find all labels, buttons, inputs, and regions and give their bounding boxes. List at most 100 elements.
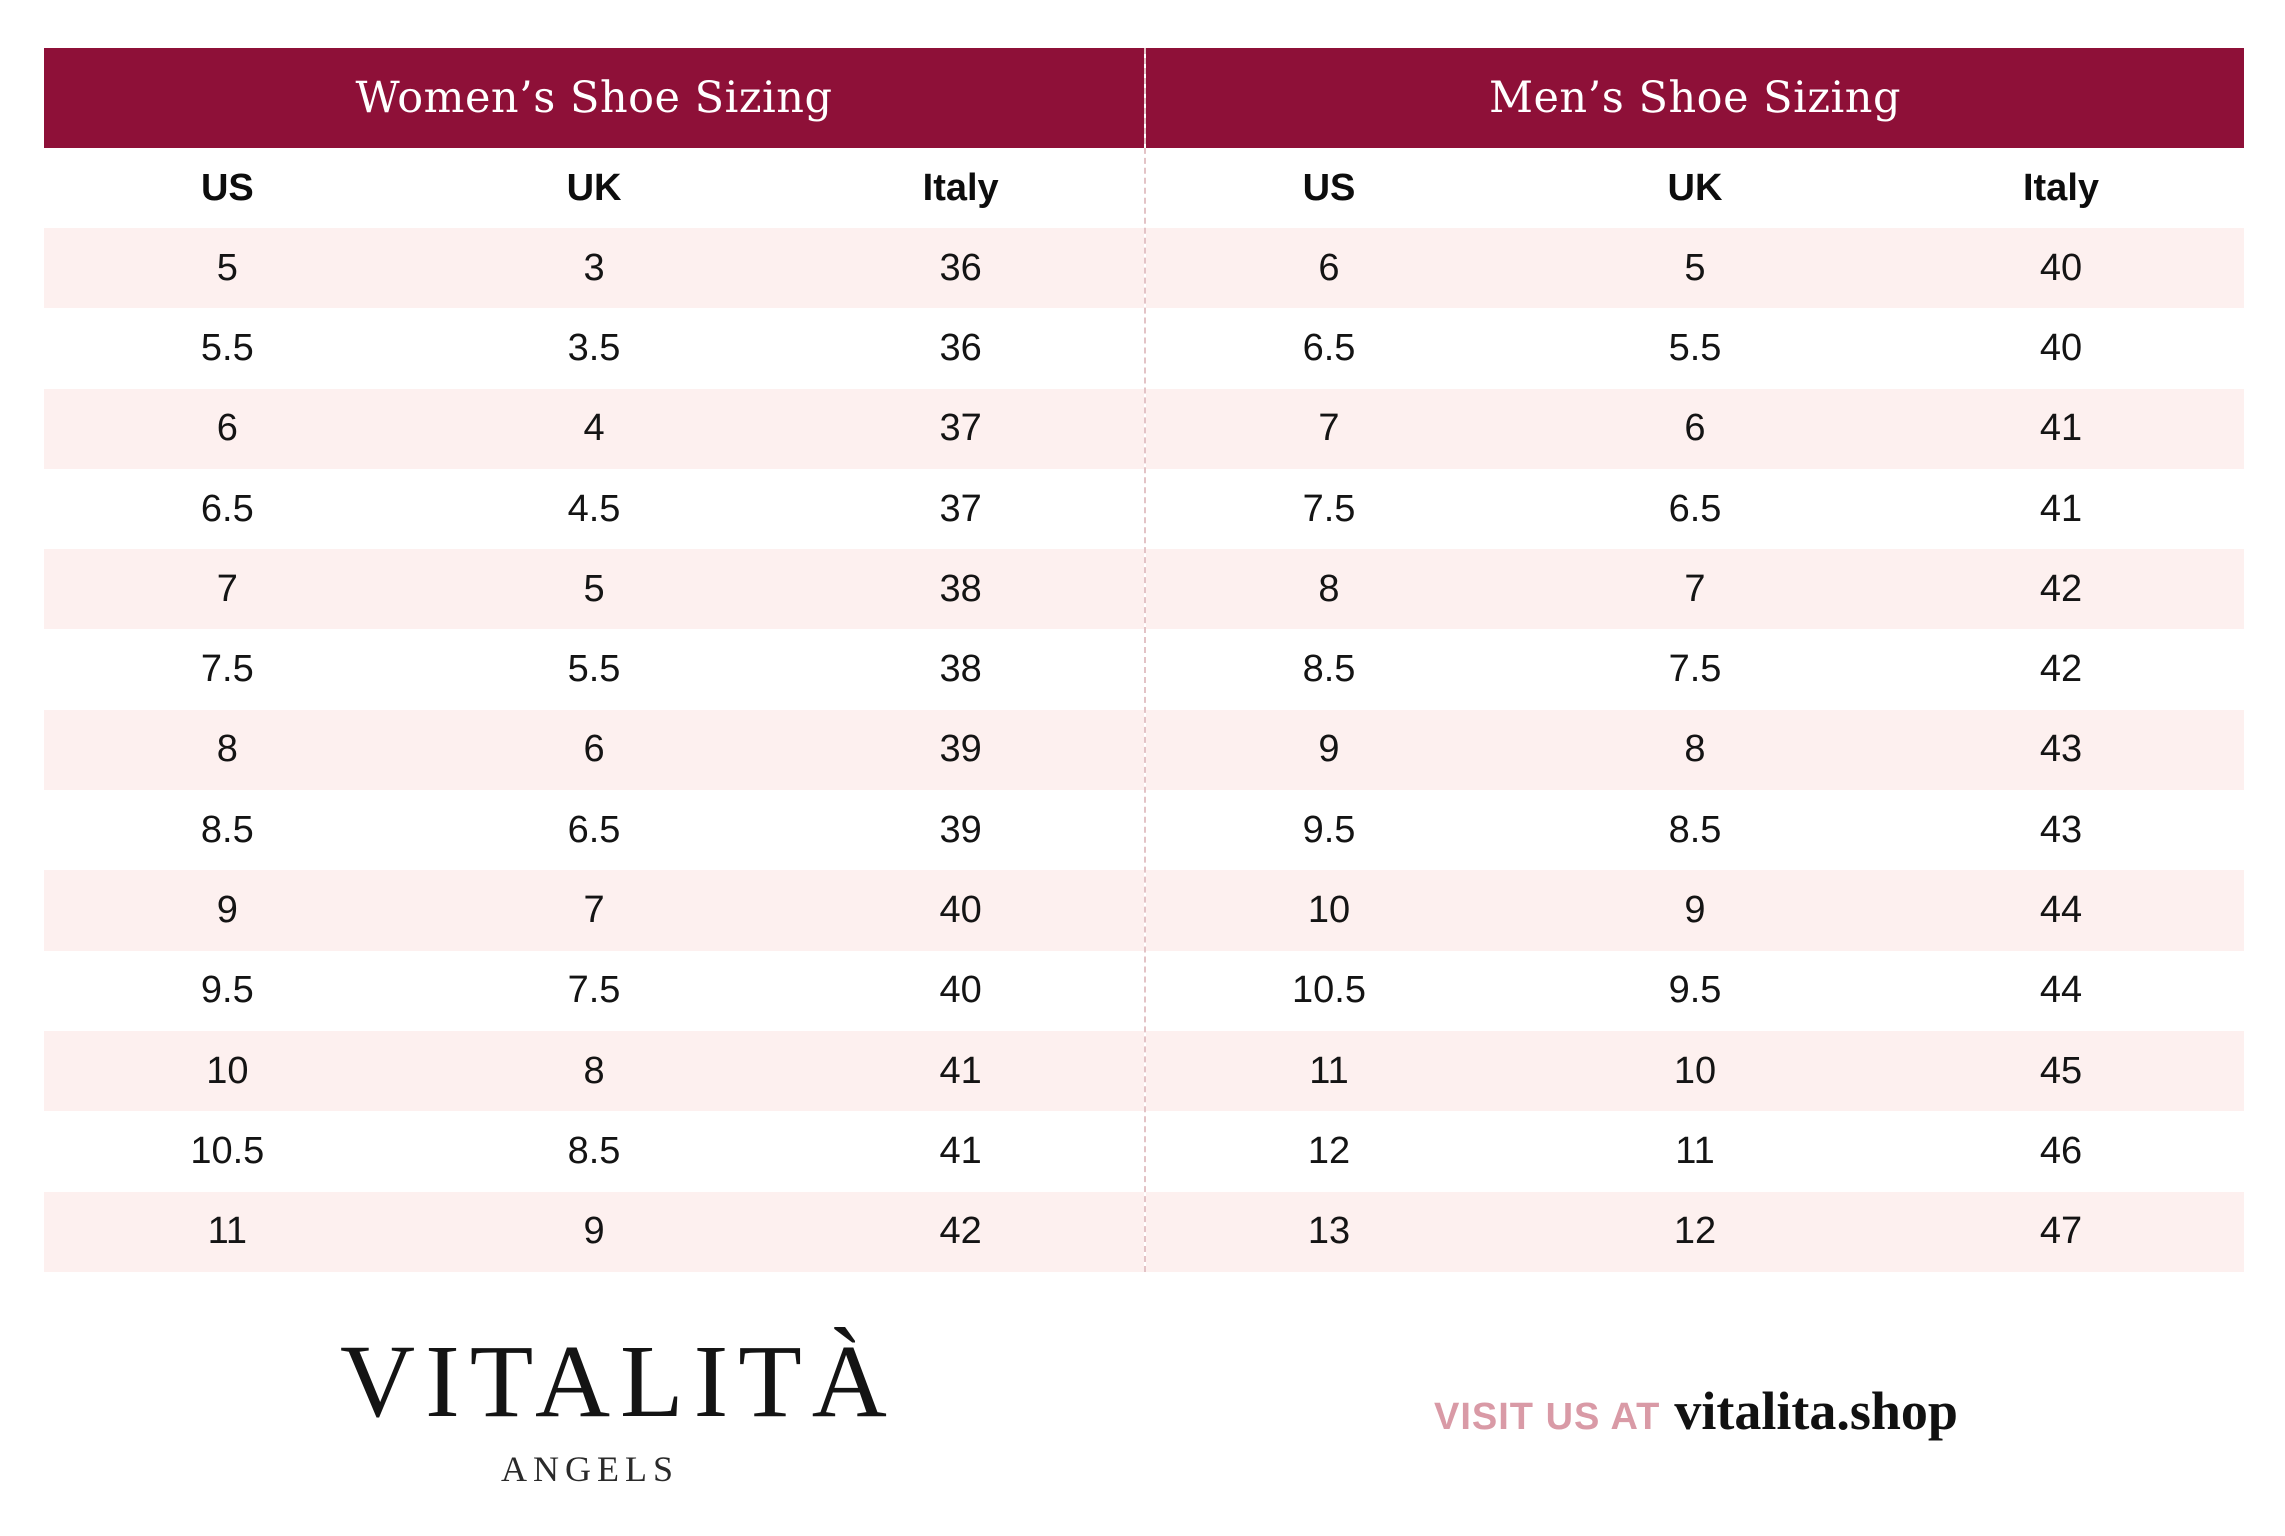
men-size-rows: 6 5 40 6.5 5.5 40 7 6 41 7.5 6.5 41 8 7 42 8.5 7.5 42 9 8 43… bbox=[1146, 228, 2244, 1272]
cell-uk: 9 bbox=[1684, 889, 1706, 932]
column-header-us: US bbox=[1302, 166, 1356, 209]
cell-uk: 7.5 bbox=[567, 969, 621, 1012]
table-row: 5.5 3.5 36 bbox=[44, 308, 1144, 388]
brand-tagline: ANGELS bbox=[501, 1449, 679, 1489]
cell-italy: 41 bbox=[2039, 407, 2083, 450]
table-row: 5 3 36 bbox=[44, 228, 1144, 309]
cell-italy: 37 bbox=[939, 487, 982, 530]
cell-italy: 36 bbox=[939, 246, 982, 289]
cell-italy: 38 bbox=[939, 567, 982, 610]
cell-us: 8.5 bbox=[1302, 648, 1356, 691]
men-sizing-banner: Men’s Shoe Sizing bbox=[1146, 48, 2244, 148]
table-row: 11 10 45 bbox=[1146, 1030, 2244, 1112]
cell-us: 12 bbox=[1307, 1129, 1351, 1172]
cell-italy: 47 bbox=[2039, 1210, 2083, 1253]
cell-uk: 9 bbox=[583, 1210, 605, 1253]
cell-uk: 9.5 bbox=[1668, 969, 1722, 1012]
table-row: 9 8 43 bbox=[1146, 709, 2244, 791]
cell-us: 7.5 bbox=[200, 648, 254, 691]
table-row: 9.5 8.5 43 bbox=[1146, 790, 2244, 870]
cell-italy: 43 bbox=[2039, 728, 2083, 771]
cell-italy: 41 bbox=[939, 1049, 982, 1092]
cell-italy: 44 bbox=[2039, 889, 2083, 932]
cell-uk: 5.5 bbox=[1668, 326, 1722, 369]
cell-us: 8 bbox=[216, 728, 238, 771]
cell-uk: 5 bbox=[1684, 246, 1706, 289]
cell-italy: 41 bbox=[2039, 487, 2083, 530]
cell-us: 5 bbox=[216, 246, 238, 289]
cell-uk: 6 bbox=[1684, 407, 1706, 450]
cell-italy: 42 bbox=[939, 1210, 982, 1253]
table-row: 10.5 9.5 44 bbox=[1146, 951, 2244, 1031]
table-row: 10 9 44 bbox=[1146, 870, 2244, 951]
table-row: 6 4 37 bbox=[44, 388, 1144, 469]
visit-label: VISIT US AT bbox=[1434, 1396, 1661, 1438]
cell-us: 6 bbox=[216, 407, 238, 450]
cell-uk: 3.5 bbox=[567, 326, 621, 369]
cell-us: 6 bbox=[1318, 246, 1340, 289]
cell-italy: 40 bbox=[939, 889, 982, 932]
table-row: 7 6 41 bbox=[1146, 388, 2244, 469]
cell-us: 7.5 bbox=[1302, 487, 1356, 530]
men-column-headers: US UK Italy bbox=[1146, 148, 2244, 228]
table-row: 9.5 7.5 40 bbox=[44, 951, 1144, 1031]
cell-us: 7 bbox=[1318, 407, 1340, 450]
cell-uk: 7 bbox=[583, 889, 605, 932]
table-row: 9 7 40 bbox=[44, 870, 1144, 951]
women-sizing-banner: Women’s Shoe Sizing bbox=[44, 48, 1144, 148]
cell-italy: 45 bbox=[2039, 1049, 2083, 1092]
cell-uk: 6.5 bbox=[1668, 487, 1722, 530]
table-row: 10.5 8.5 41 bbox=[44, 1111, 1144, 1191]
cell-uk: 5 bbox=[583, 567, 605, 610]
cell-uk: 7.5 bbox=[1668, 648, 1722, 691]
cell-us: 5.5 bbox=[200, 326, 254, 369]
brand-logo: VITALITÀ ANGELS bbox=[340, 1330, 887, 1490]
cell-uk: 6 bbox=[583, 728, 605, 771]
table-row: 13 12 47 bbox=[1146, 1191, 2244, 1272]
column-header-uk: UK bbox=[1667, 166, 1723, 209]
cell-italy: 40 bbox=[2039, 246, 2083, 289]
cell-italy: 42 bbox=[2039, 648, 2083, 691]
cell-uk: 6.5 bbox=[567, 808, 621, 851]
women-size-rows: 5 3 36 5.5 3.5 36 6 4 37 6.5 4.5 37 7 5 38 7.5 5.5 38 8 6 39… bbox=[44, 228, 1144, 1272]
cell-us: 9.5 bbox=[1302, 808, 1356, 851]
table-row: 12 11 46 bbox=[1146, 1111, 2244, 1191]
column-header-italy: Italy bbox=[2022, 166, 2100, 209]
cell-us: 8 bbox=[1318, 567, 1340, 610]
website-link[interactable]: vitalita.shop bbox=[1674, 1381, 1958, 1441]
cell-italy: 42 bbox=[2039, 567, 2083, 610]
column-header-italy: Italy bbox=[922, 166, 999, 209]
cell-uk: 8 bbox=[583, 1049, 605, 1092]
table-row: 6 5 40 bbox=[1146, 228, 2244, 309]
cell-uk: 8.5 bbox=[1668, 808, 1722, 851]
cell-italy: 39 bbox=[939, 808, 982, 851]
table-row: 8.5 6.5 39 bbox=[44, 790, 1144, 870]
cell-us: 11 bbox=[207, 1210, 248, 1253]
cell-us: 11 bbox=[1309, 1049, 1349, 1092]
cell-us: 6.5 bbox=[200, 487, 254, 530]
cell-italy: 46 bbox=[2039, 1129, 2083, 1172]
column-header-uk: UK bbox=[566, 166, 622, 209]
cell-italy: 38 bbox=[939, 648, 982, 691]
cell-uk: 11 bbox=[1675, 1129, 1715, 1172]
cell-us: 10 bbox=[206, 1049, 249, 1092]
women-sizing-table: Women’s Shoe Sizing US UK Italy 5 3 36 5.5 3… bbox=[44, 48, 1144, 1272]
cell-uk: 4 bbox=[583, 407, 605, 450]
men-sizing-title: Men’s Shoe Sizing bbox=[1488, 73, 1902, 123]
cell-us: 7 bbox=[216, 567, 238, 610]
table-row: 6.5 5.5 40 bbox=[1146, 308, 2244, 388]
cell-italy: 40 bbox=[939, 969, 982, 1012]
cell-us: 10.5 bbox=[190, 1129, 265, 1172]
cell-us: 9 bbox=[216, 889, 238, 932]
table-row: 6.5 4.5 37 bbox=[44, 469, 1144, 549]
size-chart: Women’s Shoe Sizing US UK Italy 5 3 36 5.5 3… bbox=[44, 48, 2244, 1272]
cell-italy: 40 bbox=[2039, 326, 2083, 369]
cell-us: 13 bbox=[1307, 1210, 1351, 1253]
table-row: 8 7 42 bbox=[1146, 549, 2244, 630]
cell-uk: 5.5 bbox=[567, 648, 621, 691]
cell-uk: 8 bbox=[1684, 728, 1706, 771]
cell-uk: 3 bbox=[583, 246, 605, 289]
cell-uk: 4.5 bbox=[567, 487, 621, 530]
cell-us: 10.5 bbox=[1292, 969, 1366, 1012]
cell-italy: 43 bbox=[2039, 808, 2083, 851]
